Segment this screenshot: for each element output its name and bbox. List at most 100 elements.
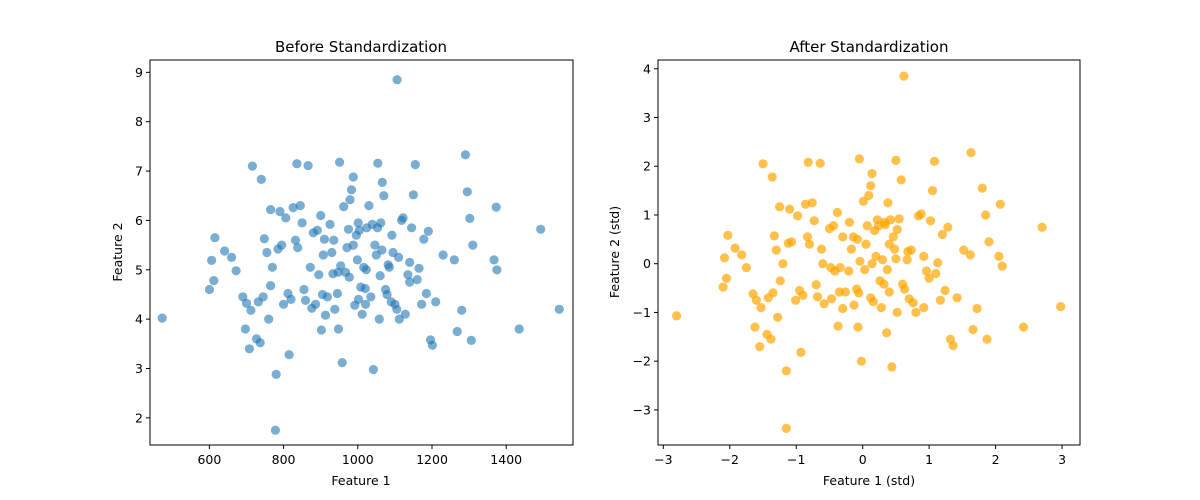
scatter-point bbox=[281, 213, 291, 223]
scatter-point bbox=[719, 253, 730, 263]
scatter-point bbox=[337, 358, 347, 368]
scatter-point bbox=[762, 329, 772, 339]
scatter-point bbox=[329, 235, 339, 245]
scatter-point bbox=[345, 195, 355, 205]
scatter-point bbox=[927, 186, 938, 196]
scatter-point bbox=[258, 292, 268, 302]
scatter-point bbox=[297, 218, 307, 228]
scatter-point bbox=[241, 298, 252, 308]
x-tick-label: 1400 bbox=[490, 452, 522, 467]
scatter-point bbox=[492, 265, 502, 275]
plot-area bbox=[672, 71, 1066, 433]
scatter-point bbox=[900, 284, 910, 294]
y-tick-label: −2 bbox=[633, 354, 651, 369]
scatter-point bbox=[220, 246, 230, 256]
scatter-point bbox=[514, 324, 524, 334]
scatter-point bbox=[244, 344, 254, 354]
x-tick-label: −1 bbox=[787, 452, 805, 467]
scatter-point bbox=[826, 294, 837, 304]
y-tick-label: 2 bbox=[643, 159, 651, 174]
scatter-point bbox=[933, 258, 943, 268]
scatter-point bbox=[262, 247, 272, 258]
scatter-point bbox=[982, 334, 992, 344]
scatter-point bbox=[361, 265, 371, 275]
scatter-point bbox=[916, 209, 926, 219]
scatter-point bbox=[832, 207, 843, 218]
scatter-point bbox=[312, 225, 322, 235]
scatter-point bbox=[891, 254, 901, 264]
scatter-point bbox=[251, 334, 262, 344]
scatter-point bbox=[348, 240, 358, 250]
scatter-point bbox=[373, 158, 383, 168]
scatter-point bbox=[449, 255, 459, 265]
scatter-point bbox=[354, 225, 364, 235]
scatter-point bbox=[882, 265, 892, 275]
scatter-point bbox=[491, 202, 501, 212]
scatter-point bbox=[858, 196, 869, 206]
scatter-point bbox=[231, 266, 241, 276]
scatter-point bbox=[392, 304, 402, 314]
scatter-point bbox=[929, 156, 940, 166]
scatter-point bbox=[892, 225, 902, 235]
y-tick-label: −1 bbox=[633, 305, 651, 320]
scatter-point bbox=[787, 237, 797, 247]
scatter-point bbox=[853, 322, 863, 332]
scatter-point bbox=[862, 221, 872, 231]
x-tick-label: 1200 bbox=[416, 452, 448, 467]
scatter-point bbox=[343, 224, 354, 234]
scatter-point bbox=[465, 213, 475, 223]
y-tick-label: 5 bbox=[135, 262, 143, 277]
scatter-point bbox=[267, 262, 277, 272]
scatter-point bbox=[919, 251, 929, 261]
scatter-point bbox=[965, 250, 975, 260]
chart-before-standardization: Before Standardization 600 800 1000 1200 140… bbox=[110, 38, 574, 488]
scatter-point bbox=[227, 252, 237, 262]
x-tick-label: −3 bbox=[654, 452, 672, 467]
x-tick-label: 0 bbox=[859, 452, 867, 467]
scatter-point bbox=[457, 305, 467, 315]
scatter-point bbox=[438, 250, 448, 260]
scatter-point bbox=[902, 255, 912, 265]
scatter-point bbox=[288, 203, 298, 213]
y-tick-label: 9 bbox=[135, 65, 143, 80]
scatter-point bbox=[264, 314, 274, 324]
scatter-point bbox=[856, 356, 867, 366]
scatter-point bbox=[838, 303, 848, 314]
scatter-point bbox=[372, 223, 383, 233]
y-tick-label: 7 bbox=[135, 164, 143, 179]
x-tick-label: 3 bbox=[1058, 452, 1066, 467]
scatter-point bbox=[408, 190, 418, 200]
scatter-point bbox=[300, 295, 311, 305]
scatter-point bbox=[259, 234, 269, 244]
scatter-point bbox=[854, 288, 864, 298]
scatter-point bbox=[377, 245, 387, 255]
scatter-point bbox=[299, 284, 309, 295]
scatter-point bbox=[931, 268, 941, 279]
plot-area bbox=[157, 75, 564, 435]
x-tick-label: 600 bbox=[197, 452, 221, 467]
scatter-point bbox=[554, 304, 564, 314]
scatter-point bbox=[952, 293, 962, 303]
scatter-point bbox=[937, 229, 948, 240]
scatter-point bbox=[357, 309, 367, 319]
scatter-point bbox=[925, 216, 936, 226]
scatter-point bbox=[972, 303, 982, 314]
y-tick-label: 2 bbox=[135, 410, 143, 425]
scatter-point bbox=[791, 295, 801, 305]
scatter-point bbox=[392, 75, 402, 85]
scatter-point bbox=[414, 263, 424, 273]
scatter-point bbox=[364, 201, 374, 211]
x-tick-label: 1 bbox=[925, 452, 933, 467]
y-tick-label: 3 bbox=[643, 110, 651, 125]
scatter-point bbox=[833, 321, 843, 331]
scatter-point bbox=[405, 277, 415, 287]
scatter-point bbox=[995, 199, 1005, 209]
scatter-point bbox=[344, 272, 354, 282]
scatter-point bbox=[1018, 322, 1029, 332]
chart-title: After Standardization bbox=[790, 38, 949, 56]
scatter-point bbox=[407, 223, 417, 233]
scatter-point bbox=[997, 261, 1007, 271]
x-axis-label: Feature 1 bbox=[331, 473, 390, 488]
scatter-point bbox=[536, 224, 546, 234]
scatter-point bbox=[849, 300, 859, 310]
